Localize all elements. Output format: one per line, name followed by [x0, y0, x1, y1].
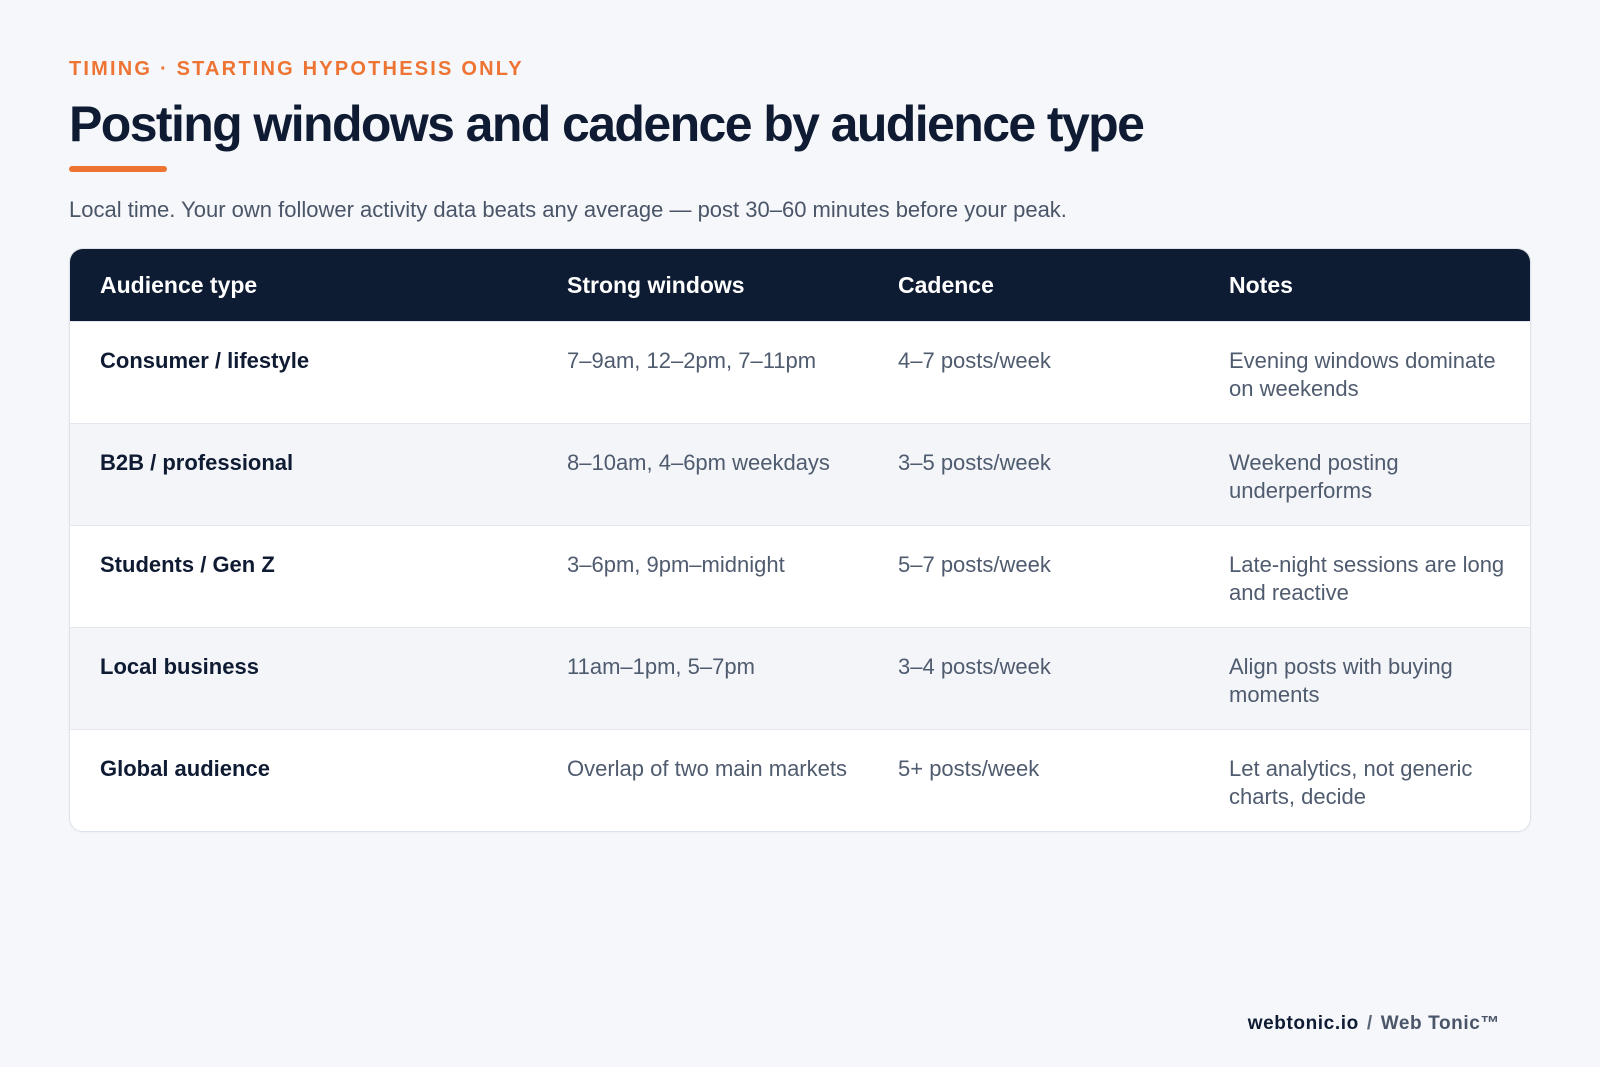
cell-audience-type: Students / Gen Z	[100, 552, 275, 577]
cell-strong-windows: 3–6pm, 9pm–midnight	[567, 552, 785, 577]
footer-brand: Web Tonic™	[1380, 1013, 1500, 1034]
eyebrow-label: TIMING · STARTING HYPOTHESIS ONLY	[69, 58, 524, 80]
cadence-table: Audience type Strong windows Cadence Not…	[69, 248, 1531, 832]
page: TIMING · STARTING HYPOTHESIS ONLY Postin…	[69, 0, 1531, 1067]
cell-audience-type: Local business	[100, 654, 259, 679]
cell-audience-type: Consumer / lifestyle	[100, 348, 310, 373]
cell-cadence: 3–4 posts/week	[898, 654, 1051, 679]
table-row: Local business 11am–1pm, 5–7pm 3–4 posts…	[70, 627, 1530, 729]
header-notes: Notes	[1229, 271, 1293, 298]
cell-strong-windows: Overlap of two main markets	[567, 756, 847, 781]
cell-cadence: 5+ posts/week	[898, 756, 1040, 781]
cell-notes: Align posts with buying moments	[1229, 654, 1453, 707]
cell-notes: Let analytics, not generic charts, decid…	[1229, 756, 1473, 809]
footer-domain: webtonic.io	[1247, 1013, 1359, 1034]
cell-cadence: 4–7 posts/week	[898, 348, 1051, 373]
header-strong-windows: Strong windows	[567, 271, 745, 298]
header-audience-type: Audience type	[100, 271, 258, 298]
cell-audience-type: B2B / professional	[100, 450, 294, 475]
page-subtitle: Local time. Your own follower activity d…	[69, 197, 1067, 222]
table-header: Audience type Strong windows Cadence Not…	[70, 249, 1530, 321]
table-row: B2B / professional 8–10am, 4–6pm weekday…	[70, 423, 1530, 525]
header-cadence: Cadence	[898, 271, 994, 298]
title-accent-bar	[69, 166, 167, 172]
cell-cadence: 3–5 posts/week	[898, 450, 1051, 475]
cell-notes: Weekend posting underperforms	[1229, 450, 1399, 503]
cell-notes: Late-night sessions are long and reactiv…	[1229, 552, 1505, 605]
page-title: Posting windows and cadence by audience …	[69, 96, 1145, 152]
table-row: Students / Gen Z 3–6pm, 9pm–midnight 5–7…	[70, 525, 1530, 627]
cell-cadence: 5–7 posts/week	[898, 552, 1051, 577]
cell-notes: Evening windows dominate on weekends	[1229, 348, 1496, 401]
cell-strong-windows: 8–10am, 4–6pm weekdays	[567, 450, 830, 475]
cell-audience-type: Global audience	[100, 756, 270, 781]
footer-separator: /	[1366, 1013, 1373, 1034]
cell-strong-windows: 11am–1pm, 5–7pm	[567, 654, 755, 679]
footer-credit: webtonic.io / Web Tonic™	[1248, 1013, 1500, 1035]
table-row: Consumer / lifestyle 7–9am, 12–2pm, 7–11…	[70, 321, 1530, 423]
table-row: Global audience Overlap of two main mark…	[70, 729, 1530, 831]
cell-strong-windows: 7–9am, 12–2pm, 7–11pm	[567, 348, 817, 373]
